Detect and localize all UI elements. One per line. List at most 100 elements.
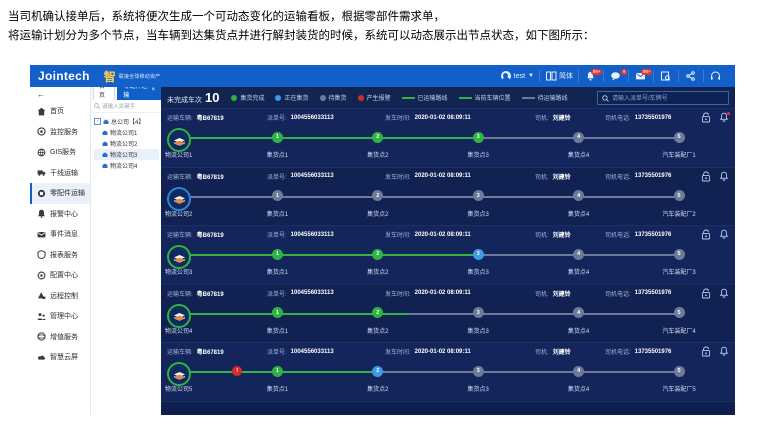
share-button[interactable] (679, 65, 704, 87)
messages-button[interactable]: 9 (604, 65, 629, 87)
close-icon[interactable]: × (151, 86, 155, 93)
language-switch[interactable]: 简体 (540, 65, 579, 87)
route-node-3[interactable]: 3 (472, 131, 484, 143)
route-node-label: 集货点1 (266, 211, 289, 218)
value-added-icon (37, 332, 46, 341)
tab-bar: 首页 零配件运输 × (91, 78, 161, 100)
package-icon (173, 369, 186, 380)
route-node-4[interactable]: 4 (573, 248, 585, 260)
route-node-1[interactable]: 1 (271, 190, 283, 201)
route-node-2[interactable]: 2 (372, 131, 384, 143)
bell-icon[interactable] (719, 112, 730, 123)
support-button[interactable] (704, 65, 729, 87)
origin-node[interactable] (167, 186, 191, 211)
route-node-4[interactable]: 4 (573, 190, 585, 201)
route-node-1[interactable]: 1 (271, 365, 283, 377)
route-node-5[interactable]: 5 (673, 248, 685, 260)
lock-icon[interactable] (701, 171, 711, 182)
route-node-1[interactable]: 1 (271, 131, 283, 143)
bell-icon[interactable] (719, 288, 729, 299)
trip-card[interactable]: 运输车辆: 粤B67819 派单号: 1004556033113 发车时间: 2020-0… (161, 109, 735, 168)
lock-icon[interactable] (701, 229, 711, 240)
driver-phone-value: 13735501976 (634, 173, 672, 179)
route-node-3[interactable]: 3 (472, 190, 484, 201)
tree-item-2[interactable]: 物流公司2 (94, 138, 159, 149)
sidebar-item-5[interactable]: 零配件运输 (30, 183, 90, 204)
sidebar-item-4[interactable]: 干线运输 (30, 163, 90, 184)
lock-icon[interactable] (701, 346, 711, 357)
trip-card[interactable]: 运输车辆: 粤B67819 派单号: 1004556033113 发车时间: 2020-0… (161, 343, 735, 402)
tree-root[interactable]: - 总公司【4】 (94, 116, 159, 127)
alarm-node[interactable]: ! (232, 366, 243, 376)
origin-node[interactable] (167, 303, 191, 328)
legend-label: 当前车辆位置 (474, 96, 511, 102)
notifications-button[interactable]: 99+ (579, 65, 604, 87)
route-node-5[interactable]: 5 (673, 365, 685, 377)
trip-card[interactable]: 运输车辆: 粤B67819 派单号: 1004556033113 发车时间: 2020-0… (161, 226, 735, 285)
reports-button[interactable] (654, 65, 679, 87)
route-node-2[interactable]: 2 (372, 307, 384, 318)
sidebar-item-10[interactable]: 远程控制 (30, 286, 90, 307)
brand-mark: 智 联接全球移动资产 (104, 68, 161, 85)
origin-node[interactable] (167, 362, 191, 386)
route-node-2[interactable]: 2 (372, 190, 384, 201)
route-line-icon (401, 96, 415, 99)
origin-node[interactable] (167, 245, 191, 269)
sidebar-item-13[interactable]: 智慧云屏 (30, 347, 90, 368)
route-remaining-line (177, 312, 679, 315)
route-node-4[interactable]: 4 (573, 365, 585, 377)
route-node-5[interactable]: 5 (673, 307, 685, 318)
order-no-field: 派单号: 1004556033113 (267, 289, 385, 298)
expander-icon[interactable]: - (94, 118, 101, 125)
bell-icon[interactable] (719, 171, 729, 182)
driver-label: 司机: (535, 116, 549, 122)
trip-card[interactable]: 运输车辆: 粤B67819 派单号: 1004556033113 发车时间: 2020-0… (161, 167, 735, 226)
bell-icon[interactable] (719, 346, 729, 357)
app-body: ← 首页 监控服务 GIS服务 干线运输 零配件运输报警中心事件消息 报表服务配置中心远程… (30, 78, 735, 415)
sidebar-item-label: 配置中心 (50, 272, 78, 280)
sidebar-item-8[interactable]: 报表服务 (30, 245, 90, 266)
origin-node[interactable] (167, 128, 191, 152)
sidebar-item-7[interactable]: 事件消息 (30, 224, 90, 245)
trip-actions (701, 346, 729, 357)
mail-button[interactable]: 99+ (629, 65, 654, 87)
tree-item-4[interactable]: 物流公司4 (94, 160, 159, 171)
search-input[interactable]: 请输入派单号/车牌号 (597, 89, 729, 107)
lock-icon[interactable] (701, 112, 711, 123)
sidebar-item-6[interactable]: 报警中心 (30, 204, 90, 225)
route-line-icon (458, 96, 472, 99)
route-node-1[interactable]: 1 (271, 307, 283, 318)
route-node-5[interactable]: 5 (673, 131, 685, 143)
sidebar-item-label: 报警中心 (50, 210, 78, 218)
tree-item-3[interactable]: 物流公司3 (94, 149, 159, 160)
route-node-label: 集货点4 (567, 270, 590, 276)
remote-control-icon (37, 291, 46, 300)
lock-icon[interactable] (701, 288, 711, 299)
search-icon (602, 89, 609, 107)
route-node-4[interactable]: 4 (573, 131, 585, 143)
user-menu[interactable]: test ▼ (495, 65, 540, 87)
route-node-1[interactable]: 1 (271, 248, 283, 260)
logo[interactable]: Jointech (38, 69, 90, 83)
route-node-2[interactable]: 2 (372, 248, 384, 260)
route-node-label: 集货点2 (367, 387, 389, 393)
route-node-4[interactable]: 4 (573, 307, 585, 318)
sidebar-item-11[interactable]: 管理中心 (30, 306, 90, 327)
sidebar-item-1[interactable]: 首页 (30, 101, 90, 122)
sidebar-item-9[interactable]: 配置中心 (30, 265, 90, 286)
sidebar-item-12[interactable]: 增值服务 (30, 327, 90, 348)
trip-card[interactable]: 运输车辆: 粤B67819 派单号: 1004556033113 发车时间: 2020-0… (161, 284, 735, 343)
route-node-3[interactable]: 3 (472, 365, 484, 377)
route-node-3[interactable]: 3 (472, 307, 484, 318)
sidebar-item-2[interactable]: 监控服务 (30, 122, 90, 143)
status-dot-icon (275, 94, 282, 101)
route-node-2[interactable]: 2 (372, 365, 384, 377)
route-node-5[interactable]: 5 (673, 190, 685, 201)
bell-icon[interactable] (719, 229, 729, 240)
tree-item-1[interactable]: 物流公司1 (94, 127, 159, 138)
app-window: Jointech 智 联接全球移动资产 test ▼ 简体 (30, 65, 735, 415)
sidebar-collapse-button[interactable]: ← (30, 87, 90, 101)
route-node-3[interactable]: 3 (472, 248, 484, 260)
sidebar-item-3[interactable]: GIS服务 (30, 142, 90, 163)
tree-search[interactable]: 请输入关键字 (91, 100, 161, 113)
